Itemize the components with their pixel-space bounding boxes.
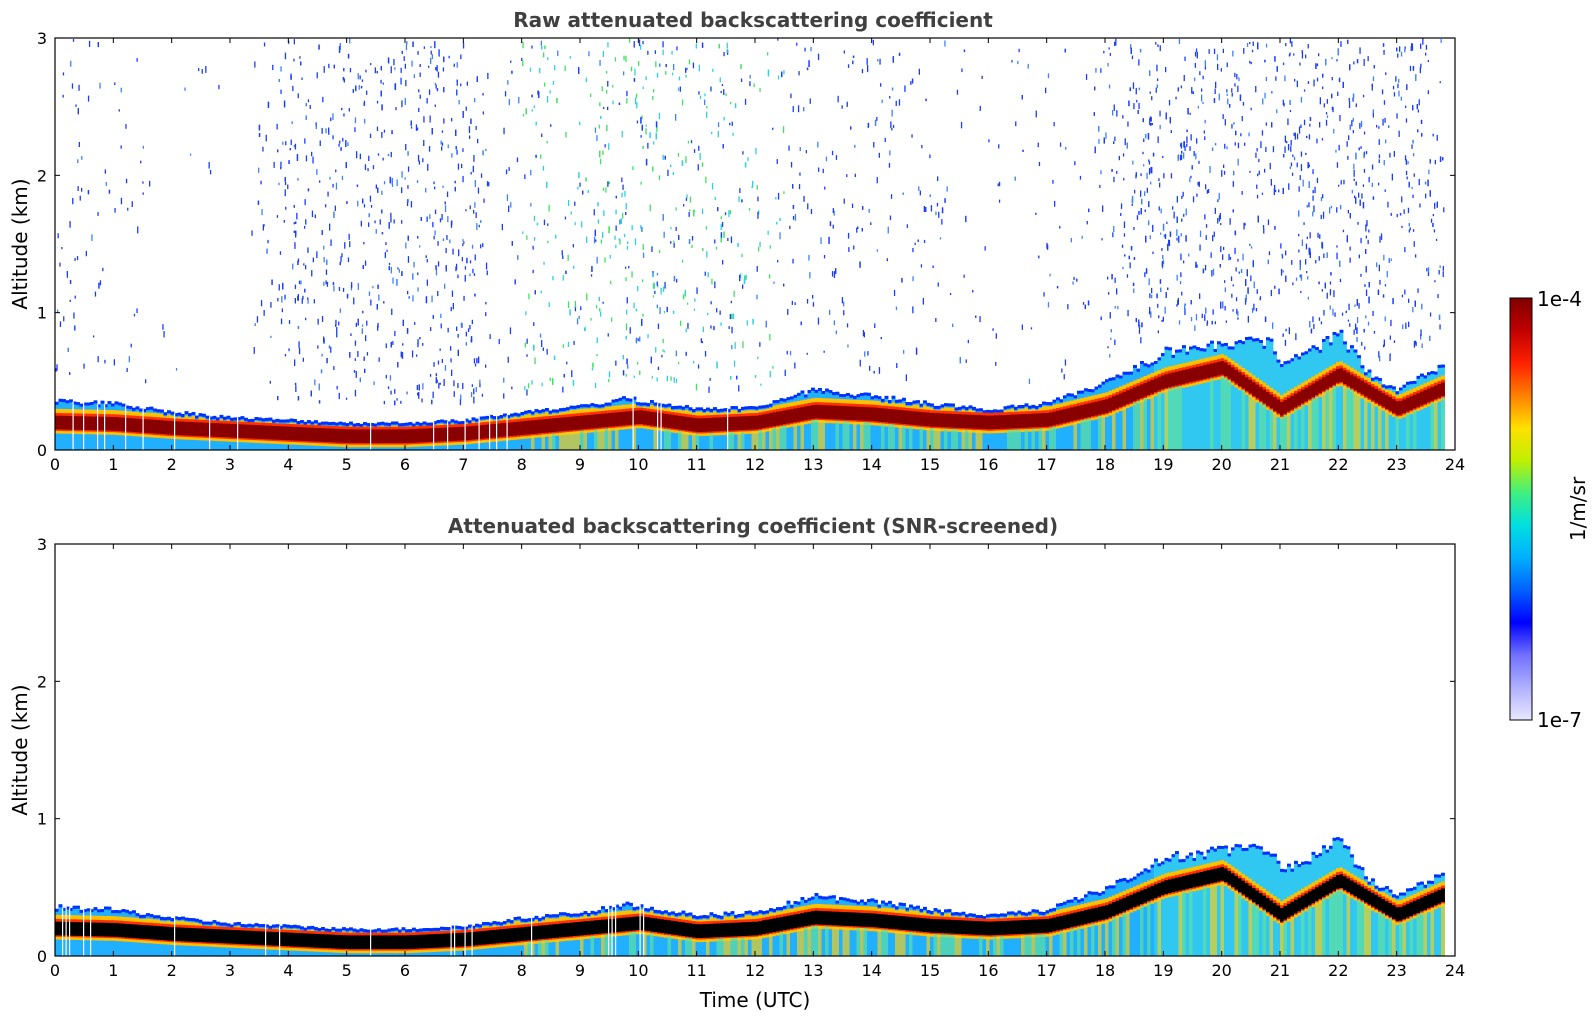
- x-tick-label: 7: [458, 961, 468, 980]
- x-tick-label: 3: [225, 455, 235, 474]
- panel-raw-plot-area: [55, 38, 1445, 450]
- panel-screened-plot-area: [55, 837, 1445, 956]
- panel-screened-ylabel: Altitude (km): [8, 684, 32, 815]
- x-tick-label: 2: [167, 961, 177, 980]
- x-tick-label: 10: [628, 455, 648, 474]
- x-tick-label: 4: [283, 961, 293, 980]
- panel-raw-ylabel: Altitude (km): [8, 178, 32, 309]
- x-tick-label: 24: [1445, 961, 1465, 980]
- x-tick-label: 23: [1386, 961, 1406, 980]
- x-tick-label: 24: [1445, 455, 1465, 474]
- panel-raw: Raw attenuated backscattering coefficien…: [8, 8, 1465, 474]
- x-tick-label: 3: [225, 961, 235, 980]
- x-tick-label: 23: [1386, 455, 1406, 474]
- panel-screened-x-ticks: 0 1 2 3 4 5 6 7 8 9 10 11 12 13 14 15 16 17 18 19 20 21 22 23 24: [50, 544, 1465, 980]
- x-tick-label: 18: [1095, 455, 1115, 474]
- colorbar-min-label: 1e-7: [1537, 708, 1582, 732]
- x-tick-label: 21: [1270, 455, 1290, 474]
- x-tick-label: 19: [1153, 961, 1173, 980]
- x-tick-label: 14: [861, 961, 881, 980]
- y-tick-label: 3: [37, 535, 47, 554]
- y-tick-label: 1: [37, 810, 47, 829]
- y-tick-label: 2: [37, 166, 47, 185]
- x-tick-label: 10: [628, 961, 648, 980]
- panel-raw-title: Raw attenuated backscattering coefficien…: [513, 8, 993, 32]
- x-tick-label: 14: [861, 455, 881, 474]
- x-tick-label: 22: [1328, 455, 1348, 474]
- panel-screened-xlabel: Time (UTC): [699, 988, 811, 1012]
- x-tick-label: 13: [803, 455, 823, 474]
- x-tick-label: 6: [400, 455, 410, 474]
- x-tick-label: 9: [575, 961, 585, 980]
- x-tick-label: 16: [978, 455, 998, 474]
- x-tick-label: 20: [1211, 961, 1231, 980]
- colorbar: 1e-4 1e-7 1/m/sr: [1509, 287, 1590, 732]
- x-tick-label: 11: [686, 455, 706, 474]
- x-tick-label: 12: [745, 455, 765, 474]
- colorbar-unit-label: 1/m/sr: [1566, 476, 1590, 541]
- x-tick-label: 1: [108, 455, 118, 474]
- x-tick-label: 6: [400, 961, 410, 980]
- x-tick-label: 5: [342, 455, 352, 474]
- x-tick-label: 21: [1270, 961, 1290, 980]
- panel-raw-x-ticks: 0 1 2 3 4 5 6 7 8 9 10 11 12 13 14 15 16 17 18 19 20 21 22 23 24: [50, 38, 1465, 474]
- x-tick-label: 17: [1036, 961, 1056, 980]
- x-tick-label: 16: [978, 961, 998, 980]
- x-tick-label: 11: [686, 961, 706, 980]
- y-tick-label: 0: [37, 441, 47, 460]
- x-tick-label: 19: [1153, 455, 1173, 474]
- x-tick-label: 9: [575, 455, 585, 474]
- x-tick-label: 20: [1211, 455, 1231, 474]
- panel-raw-y-ticks: 0 1 2 3: [37, 29, 1455, 460]
- x-tick-label: 17: [1036, 455, 1056, 474]
- x-tick-label: 1: [108, 961, 118, 980]
- x-tick-label: 4: [283, 455, 293, 474]
- x-tick-label: 0: [50, 961, 60, 980]
- panel-screened-title: Attenuated backscattering coefficient (S…: [448, 514, 1058, 538]
- panel-screened-y-ticks: 0 1 2 3: [37, 535, 1455, 966]
- x-tick-label: 8: [517, 961, 527, 980]
- x-tick-label: 12: [745, 961, 765, 980]
- x-tick-label: 7: [458, 455, 468, 474]
- x-tick-label: 2: [167, 455, 177, 474]
- colorbar-max-label: 1e-4: [1537, 287, 1582, 311]
- x-tick-label: 15: [920, 961, 940, 980]
- x-tick-label: 18: [1095, 961, 1115, 980]
- x-tick-label: 0: [50, 455, 60, 474]
- colorbar-gradient: [1509, 297, 1533, 721]
- x-tick-label: 5: [342, 961, 352, 980]
- x-tick-label: 13: [803, 961, 823, 980]
- y-tick-label: 2: [37, 672, 47, 691]
- y-tick-label: 1: [37, 304, 47, 323]
- x-tick-label: 22: [1328, 961, 1348, 980]
- panel-screened: Attenuated backscattering coefficient (S…: [8, 514, 1465, 1012]
- x-tick-label: 15: [920, 455, 940, 474]
- x-tick-label: 8: [517, 455, 527, 474]
- y-tick-label: 3: [37, 29, 47, 48]
- y-tick-label: 0: [37, 947, 47, 966]
